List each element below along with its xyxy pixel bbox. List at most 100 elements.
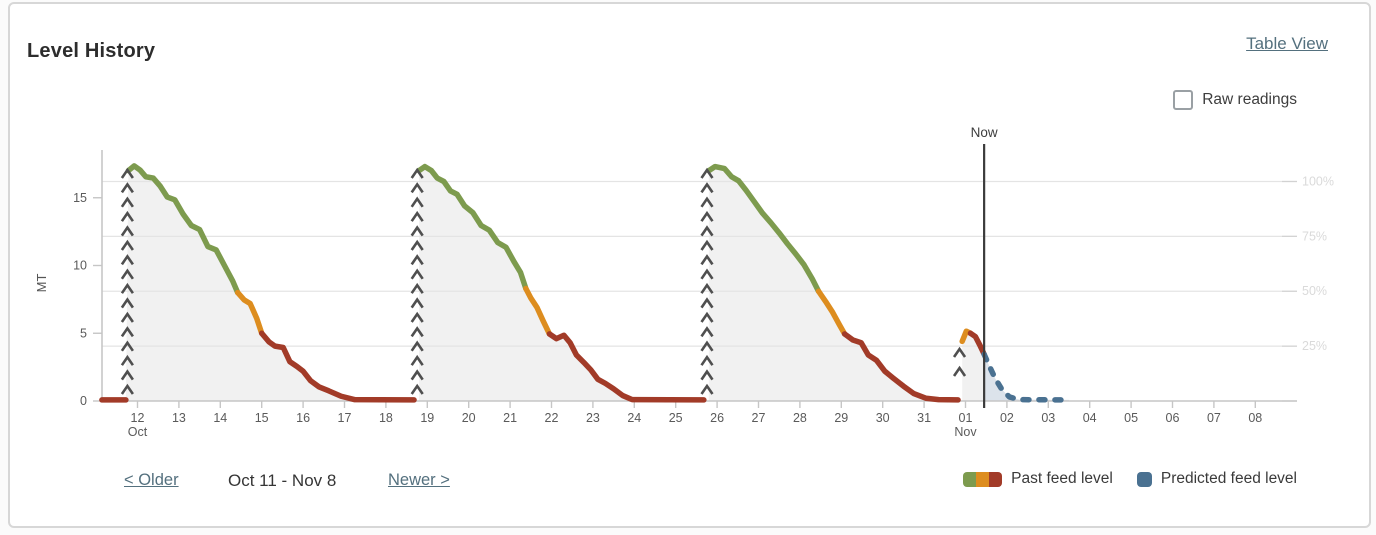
refill-chevron-icon [410, 311, 424, 323]
page-title: Level History [27, 40, 156, 62]
y-axis-title: MT [34, 274, 49, 293]
past-feed-line-orange [815, 288, 848, 337]
refill-chevron-icon [700, 369, 714, 381]
x-axis-tick-label: 02 [1000, 411, 1014, 425]
x-axis-tick-label: 05 [1124, 411, 1138, 425]
x-axis-tick-label: 22 [545, 411, 559, 425]
pager-newer: Newer > [388, 471, 450, 490]
refill-chevron-icon [410, 268, 424, 280]
refill-chevron-icon [120, 354, 134, 366]
refill-chevron-icon [700, 210, 714, 222]
refill-chevron-icon [700, 383, 714, 395]
past-feed-line-green [125, 163, 241, 296]
legend-item-predicted: Predicted feed level [1136, 470, 1297, 488]
refill-chevron-icon [700, 225, 714, 237]
y-axis-tick-label: 5 [80, 326, 87, 340]
x-axis-tick-label: 12 [131, 411, 145, 425]
raw-readings-label: Raw readings [1202, 91, 1297, 108]
past-feed-line-green [416, 163, 529, 292]
refill-chevron-icon [700, 268, 714, 280]
x-axis-tick-label: 17 [338, 411, 352, 425]
refill-chevron-icon [120, 239, 134, 251]
x-axis-tick-label: 23 [586, 411, 600, 425]
pager-older: < Older [124, 471, 179, 490]
x-axis-tick-label: 14 [213, 411, 227, 425]
refill-chevron-icon [700, 354, 714, 366]
refill-chevron-icon [952, 365, 967, 377]
y-axis-tick-label: 10 [73, 259, 87, 273]
refill-chevron-icon [410, 354, 424, 366]
x-axis-tick-label: 08 [1248, 411, 1262, 425]
x-axis-tick-label: 31 [917, 411, 931, 425]
refill-chevron-icon [700, 196, 714, 208]
table-view-link[interactable]: Table View [1246, 34, 1328, 53]
refill-chevron-icon [120, 225, 134, 237]
x-axis-tick-label: 18 [379, 411, 393, 425]
refill-chevron-icon [120, 369, 134, 381]
right-axis-tick-label: 50% [1302, 284, 1327, 298]
refill-chevron-icon [410, 167, 424, 179]
past-feed-area [419, 166, 704, 401]
past-feed-line-orange [523, 285, 553, 337]
refill-chevron-icon [410, 196, 424, 208]
right-axis-tick-label: 100% [1302, 174, 1334, 188]
predicted-feed-area [984, 354, 1069, 401]
refill-chevron-icon [700, 167, 714, 179]
x-axis-tick-label: 29 [834, 411, 848, 425]
refill-chevron-icon [120, 282, 134, 294]
refill-chevron-icon [700, 239, 714, 251]
x-axis-tick-label: 21 [503, 411, 517, 425]
refill-chevron-icon [410, 282, 424, 294]
refill-chevron-icon [120, 196, 134, 208]
refill-chevron-icon [952, 346, 967, 358]
raw-readings-checkbox[interactable] [1173, 90, 1194, 110]
x-axis-tick-label: 24 [627, 411, 641, 425]
past-feed-line-red [967, 330, 987, 358]
refill-chevron-icon [120, 297, 134, 309]
raw-readings-row: Raw readings [1173, 90, 1297, 110]
x-axis-month-label: Oct [128, 425, 148, 439]
refill-chevron-icon [700, 297, 714, 309]
past-feed-area [708, 166, 959, 401]
chart-legend: Past feed level Predicted feed level [963, 470, 1297, 488]
x-axis-month-label: Nov [954, 425, 977, 439]
level-history-card [8, 2, 1371, 528]
past-feed-label: Past feed level [1011, 470, 1113, 487]
refill-chevron-icon [410, 383, 424, 395]
x-axis-tick-label: 15 [255, 411, 269, 425]
past-feed-line-orange [234, 289, 265, 336]
x-axis-tick-label: 26 [710, 411, 724, 425]
past-feed-line-red [546, 331, 707, 403]
refill-chevron-icon [410, 369, 424, 381]
newer-link[interactable]: Newer > [388, 471, 450, 489]
refill-chevron-icon [410, 225, 424, 237]
past-feed-line-red [258, 330, 417, 403]
predicted-feed-line [981, 351, 1072, 403]
x-axis-tick-label: 28 [793, 411, 807, 425]
y-axis-tick-label: 15 [73, 191, 87, 205]
right-axis-tick-label: 75% [1302, 229, 1327, 243]
refill-chevron-icon [120, 311, 134, 323]
x-axis-tick-label: 07 [1207, 411, 1221, 425]
refill-chevron-icon [700, 182, 714, 194]
x-axis-tick-label: 04 [1083, 411, 1097, 425]
refill-chevron-icon [700, 311, 714, 323]
refill-chevron-icon [120, 326, 134, 338]
past-feed-line-green [706, 163, 822, 294]
refill-chevron-icon [120, 340, 134, 352]
predicted-feed-swatch [1136, 471, 1152, 487]
refill-chevron-icon [120, 383, 134, 395]
older-link[interactable]: < Older [124, 471, 179, 489]
x-axis-tick-label: 16 [296, 411, 310, 425]
refill-chevron-icon [120, 210, 134, 222]
refill-chevron-icon [700, 326, 714, 338]
past-feed-area [101, 165, 415, 401]
past-feed-swatch [963, 471, 1003, 487]
now-label: Now [971, 125, 998, 140]
refill-chevron-icon [410, 182, 424, 194]
refill-chevron-icon [120, 182, 134, 194]
x-axis-tick-label: 01 [959, 411, 973, 425]
x-axis-tick-label: 20 [462, 411, 476, 425]
